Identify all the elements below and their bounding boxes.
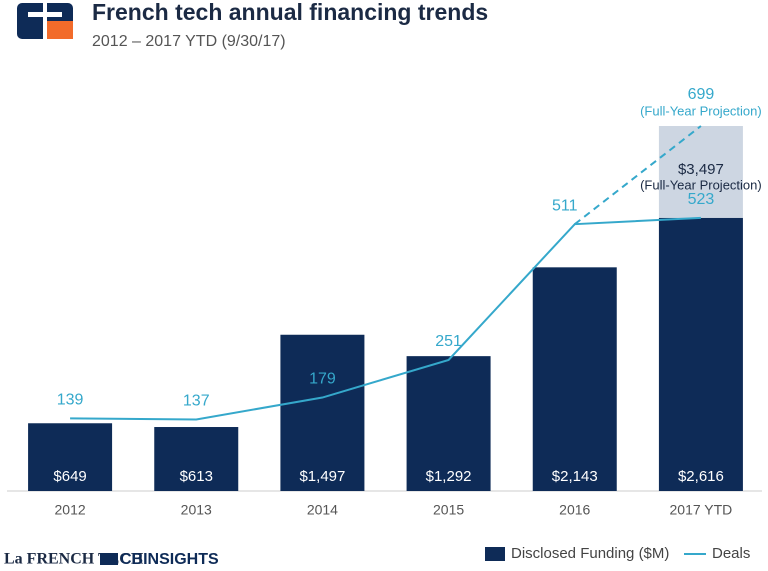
projection-deals-note: (Full-Year Projection): [640, 103, 762, 118]
legend-label: Disclosed Funding ($M): [511, 545, 669, 562]
projection-note: (Full-Year Projection): [640, 177, 762, 192]
deals-label: 139: [57, 392, 84, 409]
projection-label: $3,497: [678, 161, 724, 178]
x-tick-label: 2013: [181, 502, 212, 518]
cb-insights-logo: CBINSIGHTS: [120, 551, 219, 568]
x-tick-label: 2016: [559, 502, 590, 518]
bar-label: $1,292: [426, 468, 472, 485]
bar: [28, 423, 113, 491]
deals-line: [70, 216, 701, 421]
bar: [658, 217, 743, 491]
deals-label: 137: [183, 393, 210, 410]
bar: [532, 267, 617, 491]
deals-label: 523: [688, 191, 715, 208]
projection-deals-label: 699: [688, 86, 715, 103]
bar-label: $649: [53, 468, 86, 485]
brand-logo: [17, 3, 73, 39]
cb-icon: [100, 553, 118, 565]
legend-label: Deals: [712, 545, 750, 562]
title: French tech annual financing trends: [92, 0, 488, 25]
x-tick-label: 2015: [433, 502, 464, 518]
x-tick-label: 2017 YTD: [670, 502, 733, 518]
legend-swatch: [485, 547, 505, 561]
subtitle: 2012 – 2017 YTD (9/30/17): [92, 33, 286, 50]
x-tick-label: 2014: [307, 502, 338, 518]
bar-label: $1,497: [299, 468, 345, 485]
deals-label: 179: [309, 371, 336, 388]
deals-label: 511: [552, 197, 578, 214]
x-tick-label: 2012: [55, 502, 86, 518]
projection-box: [658, 126, 743, 218]
projection-deals-line: [574, 125, 702, 225]
bar: [406, 356, 491, 491]
bar-label: $2,616: [678, 468, 724, 485]
bar-label: $2,143: [552, 468, 598, 485]
bar-label: $613: [180, 468, 213, 485]
deals-label: 251: [435, 333, 462, 350]
bar: [154, 427, 239, 491]
bar: [280, 334, 365, 491]
